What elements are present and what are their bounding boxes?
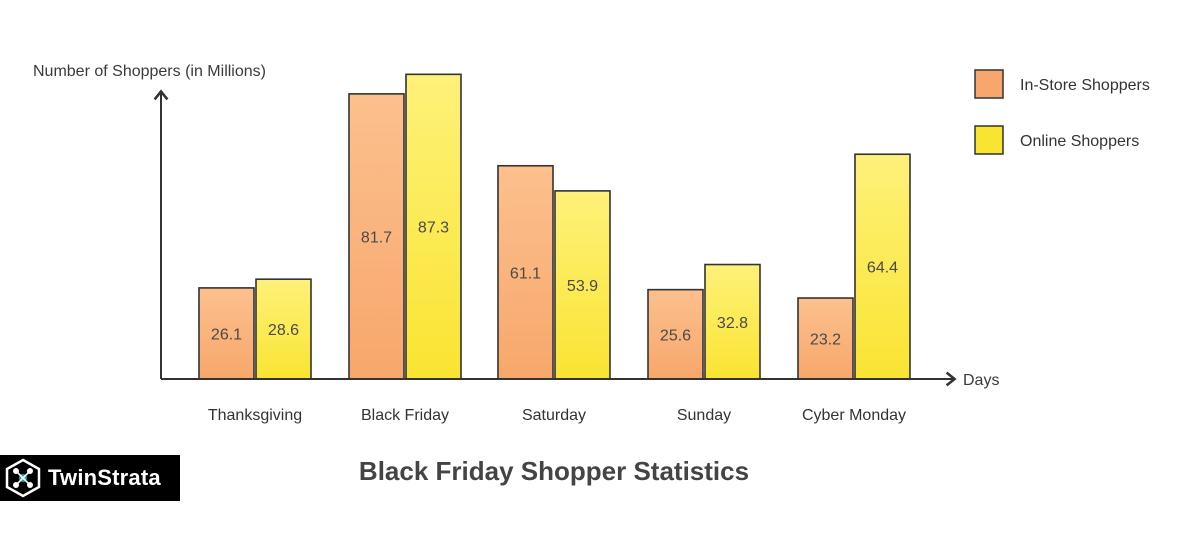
x-axis-title: Days <box>963 372 999 389</box>
legend: In-Store Shoppers Online Shoppers <box>974 69 1150 155</box>
bars-group <box>198 73 911 380</box>
logo-text: TwinStrata <box>48 465 161 490</box>
data-label-in-store-4: 23.2 <box>810 332 841 349</box>
data-label-online-3: 32.8 <box>717 315 748 332</box>
data-label-in-store-1: 81.7 <box>361 229 392 246</box>
data-label-online-4: 64.4 <box>867 260 898 277</box>
y-axis-title: Number of Shoppers (in Millions) <box>33 63 266 80</box>
network-node-icon <box>0 455 46 501</box>
data-label-online-2: 53.9 <box>567 278 598 295</box>
x-tick-labels-group: Thanksgiving Black Friday Saturday Sunday Cy… <box>208 407 906 424</box>
data-label-in-store-2: 61.1 <box>510 265 541 282</box>
data-label-online-0: 28.6 <box>268 322 299 339</box>
data-label-in-store-3: 25.6 <box>660 327 691 344</box>
data-labels-group: 26.1 28.6 81.7 87.3 61.1 53.9 25.6 32.8 23.2 64.4 <box>211 220 898 349</box>
bar-online-3 <box>704 263 761 380</box>
bar-in-store-1 <box>348 93 405 380</box>
x-tick-label-4: Cyber Monday <box>802 407 906 424</box>
bar-online-0 <box>255 278 312 380</box>
brand-logo: TwinStrata <box>0 455 180 501</box>
x-tick-label-2: Saturday <box>522 407 586 424</box>
bar-online-4 <box>854 153 911 380</box>
legend-swatch-in-store <box>974 69 1004 99</box>
data-label-online-1: 87.3 <box>418 220 449 237</box>
bar-in-store-0 <box>198 287 255 380</box>
data-label-in-store-0: 26.1 <box>211 326 242 343</box>
bar-online-1 <box>405 73 462 380</box>
x-tick-label-3: Sunday <box>677 407 731 424</box>
legend-label-in-store: In-Store Shoppers <box>1020 77 1150 94</box>
chart-title: Black Friday Shopper Statistics <box>359 456 749 486</box>
bar-online-2 <box>554 190 611 380</box>
legend-swatch-online <box>974 125 1004 155</box>
x-tick-label-0: Thanksgiving <box>208 407 302 424</box>
x-tick-label-1: Black Friday <box>361 407 449 424</box>
legend-label-online: Online Shoppers <box>1020 133 1139 150</box>
